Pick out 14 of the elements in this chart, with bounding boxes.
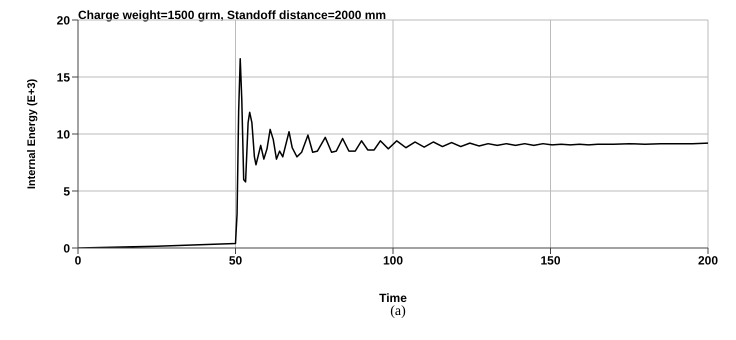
x-axis-title: Time (379, 291, 408, 305)
y-tick-label: 15 (56, 70, 70, 84)
chart-title: Charge weight=1500 grm, Standoff distance=2000 mm (78, 8, 386, 22)
x-tick-label: 100 (382, 254, 404, 268)
y-axis-title: Internal Energy (E+3) (26, 78, 38, 190)
y-tick-label: 10 (56, 127, 70, 142)
y-tick-label: 0 (63, 241, 70, 256)
y-tick-label: 20 (56, 13, 70, 28)
text: (a) (389, 304, 407, 320)
x-tick-label: 50 (228, 254, 242, 268)
x-tick-label: 0 (74, 254, 82, 268)
x-tick-label: 200 (698, 254, 718, 268)
x-tick-label: 150 (540, 254, 561, 268)
y-tick-label: 5 (63, 184, 70, 198)
